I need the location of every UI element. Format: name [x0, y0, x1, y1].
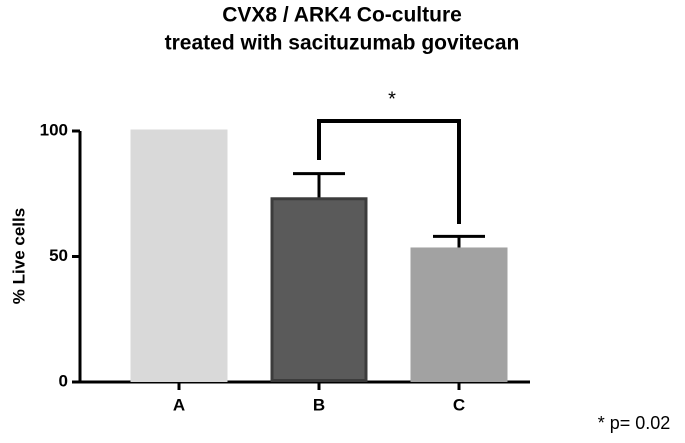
bar: [410, 247, 508, 382]
chart-title: treated with sacituzumab govitecan: [165, 32, 520, 55]
y-tick-label: 100: [40, 120, 68, 139]
x-tick-label: A: [173, 395, 185, 414]
bar: [130, 129, 228, 382]
bar: [270, 197, 368, 382]
y-tick-label: 50: [49, 246, 68, 265]
significance-bracket: [317, 119, 461, 224]
chart-title: CVX8 / ARK4 Co-culture: [222, 4, 462, 27]
y-tick-label: 0: [59, 371, 68, 390]
x-tick-label: B: [313, 395, 325, 414]
y-axis-label: % Live cells: [9, 208, 28, 304]
x-tick-label: C: [453, 395, 465, 414]
footnote: * p= 0.02: [598, 413, 671, 433]
significance-label: *: [388, 88, 396, 110]
